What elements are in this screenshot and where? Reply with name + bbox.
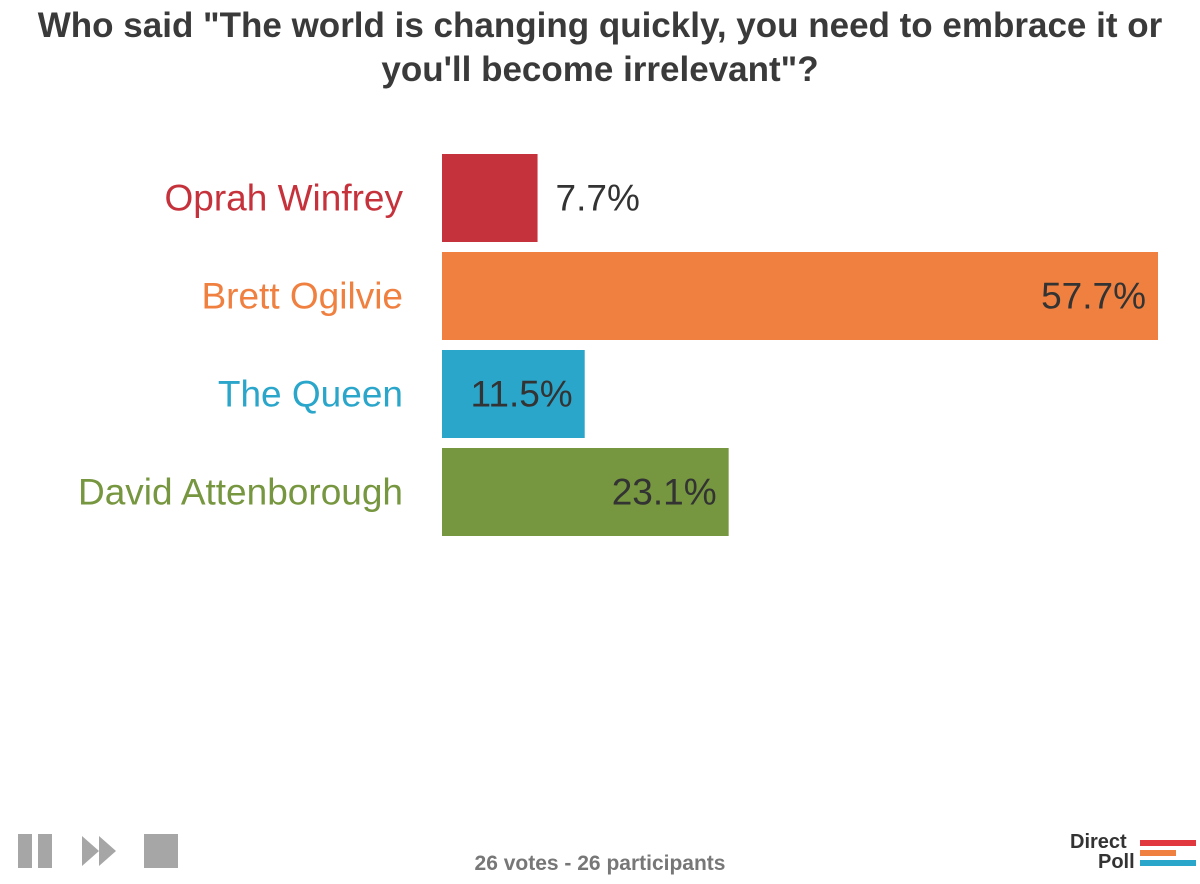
value-label-david-attenborough: 23.1% [612,472,717,513]
stop-icon[interactable] [144,834,178,868]
value-label-oprah-winfrey: 7.7% [556,178,640,219]
fast-forward-icon[interactable] [82,834,118,868]
poll-question-title: Who said "The world is changing quickly,… [37,6,1163,89]
value-label-the-queen: 11.5% [471,374,573,415]
logo-word-direct: Direct [1070,831,1127,853]
logo-word-poll: Poll [1098,851,1135,873]
category-label-the-queen: The Queen [218,374,403,415]
logo-stripe-blue [1140,860,1196,866]
pause-icon[interactable] [18,834,56,868]
bar-the-queen [442,350,585,438]
logo-stripe-red [1140,840,1196,846]
playback-controls [18,834,204,868]
category-label-david-attenborough: David Attenborough [78,472,403,513]
category-label-brett-ogilvie: Brett Ogilvie [201,276,403,317]
value-label-brett-ogilvie: 57.7% [1041,276,1146,317]
bar-oprah-winfrey [442,154,538,242]
category-label-oprah-winfrey: Oprah Winfrey [164,178,403,219]
bar-brett-ogilvie [442,252,1158,340]
bar-david-attenborough [442,448,729,536]
directpoll-logo: Direct Poll [1066,830,1196,874]
logo-stripe-orange [1140,850,1176,856]
votes-summary: 26 votes - 26 participants [474,852,726,875]
